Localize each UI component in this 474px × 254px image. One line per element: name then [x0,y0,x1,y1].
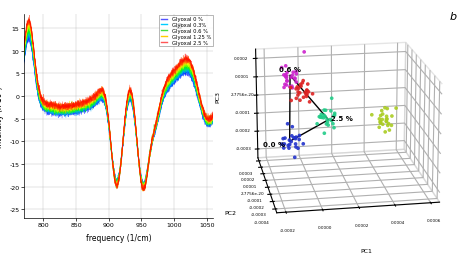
X-axis label: PC1: PC1 [360,248,372,253]
Y-axis label: intensity (x 10³): intensity (x 10³) [0,86,4,148]
X-axis label: frequency (1/cm): frequency (1/cm) [86,233,151,242]
Text: a: a [175,21,182,31]
Y-axis label: PC2: PC2 [224,210,236,215]
Legend: Glyoxal 0 %, Glyoxal 0.3%, Glyoxal 0.6 %, Glyoxal 1.25 %, Glyoxal 2.5 %: Glyoxal 0 %, Glyoxal 0.3%, Glyoxal 0.6 %… [159,16,212,47]
Text: b: b [450,12,457,22]
